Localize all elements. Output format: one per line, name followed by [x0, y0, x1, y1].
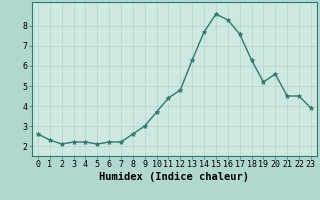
X-axis label: Humidex (Indice chaleur): Humidex (Indice chaleur) — [100, 172, 249, 182]
